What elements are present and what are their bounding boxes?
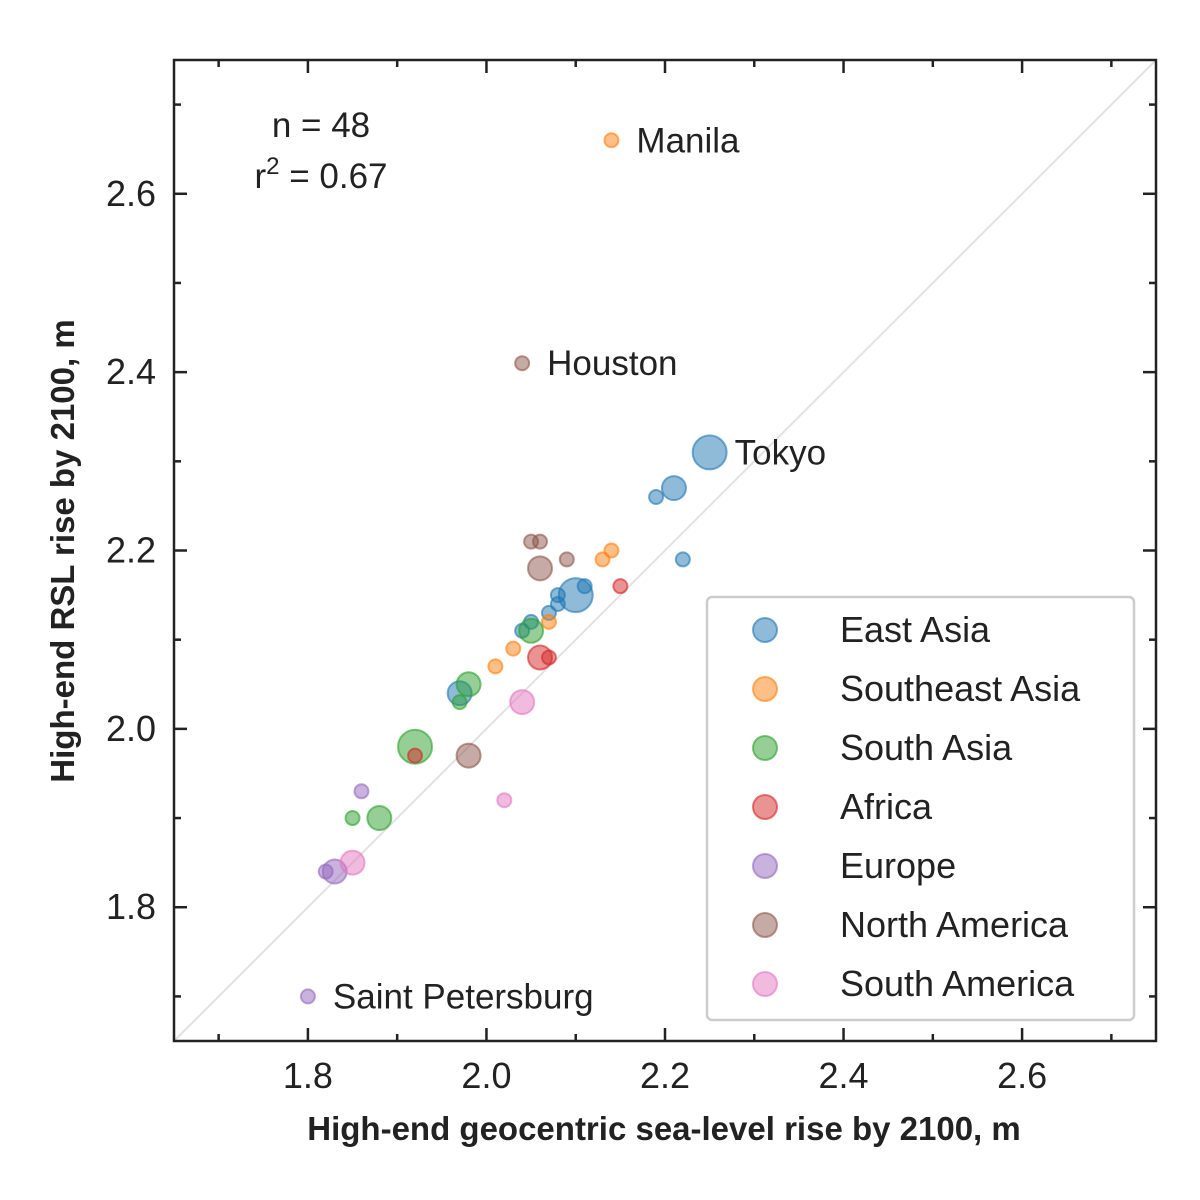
legend-marker xyxy=(752,912,778,938)
data-point xyxy=(496,792,513,809)
data-point xyxy=(674,551,691,568)
data-point xyxy=(691,434,728,471)
city-label: Houston xyxy=(547,344,677,383)
data-point xyxy=(451,694,468,711)
x-tick-label: 2.0 xyxy=(461,1055,511,1096)
legend-label: East Asia xyxy=(840,609,991,650)
legend-label: Africa xyxy=(840,786,933,827)
data-point xyxy=(366,805,393,832)
data-point xyxy=(455,742,482,769)
plot-frame xyxy=(172,58,1158,1043)
legend-label: Europe xyxy=(840,845,956,886)
legend-label: South America xyxy=(840,963,1075,1004)
data-points xyxy=(299,132,728,1005)
y-axis-title: High-end RSL rise by 2100, m xyxy=(44,319,81,782)
data-point xyxy=(505,640,522,657)
data-point xyxy=(540,613,557,630)
data-point xyxy=(660,475,687,502)
data-point xyxy=(594,551,611,568)
y-tick-label: 1.8 xyxy=(106,886,156,927)
r-squared-r: r xyxy=(254,157,266,196)
legend-label: Southeast Asia xyxy=(840,668,1081,709)
city-label: Tokyo xyxy=(735,433,826,472)
data-point xyxy=(353,783,370,800)
data-point xyxy=(339,849,366,876)
sample-size-label: n = 48 xyxy=(272,106,370,145)
data-point xyxy=(540,649,557,666)
legend-marker xyxy=(752,853,778,879)
data-point xyxy=(527,555,554,582)
x-axis-title: High-end geocentric sea-level rise by 21… xyxy=(307,1110,1020,1147)
data-point xyxy=(299,988,316,1005)
legend-marker xyxy=(752,794,778,820)
data-point xyxy=(648,488,665,505)
data-point xyxy=(407,747,424,764)
r-squared-value: = 0.67 xyxy=(280,157,388,196)
legend-label: South Asia xyxy=(840,727,1013,768)
city-label: Saint Petersburg xyxy=(333,977,594,1016)
legend-box xyxy=(705,595,1136,1022)
city-annotations: Manila Houston Tokyo Saint Petersburg xyxy=(333,121,826,1016)
x-tick-label: 1.8 xyxy=(283,1055,333,1096)
data-point xyxy=(576,578,593,595)
city-label: Manila xyxy=(636,121,740,160)
x-tick-label: 2.6 xyxy=(997,1055,1047,1096)
r-squared-superscript: 2 xyxy=(266,153,279,180)
data-point xyxy=(487,658,504,675)
y-tick-label: 2.0 xyxy=(106,708,156,749)
legend-marker xyxy=(752,735,778,761)
data-point xyxy=(558,551,575,568)
data-point xyxy=(509,689,536,716)
legend: East Asia Southeast Asia South Asia Africa E… xyxy=(705,595,1136,1022)
data-point xyxy=(455,671,482,698)
legend-marker xyxy=(752,971,778,997)
data-point xyxy=(344,810,361,827)
legend-label: North America xyxy=(840,904,1069,945)
legend-marker xyxy=(752,617,778,643)
data-point xyxy=(532,533,549,550)
x-tick-label: 2.2 xyxy=(640,1055,690,1096)
data-point xyxy=(549,587,566,604)
data-point xyxy=(514,355,531,372)
legend-marker xyxy=(752,676,778,702)
y-tick-label: 2.6 xyxy=(106,173,156,214)
x-tick-label: 2.4 xyxy=(819,1055,869,1096)
y-tick-label: 2.4 xyxy=(106,351,156,392)
data-point xyxy=(518,617,545,644)
data-point xyxy=(612,578,629,595)
data-point xyxy=(397,728,434,765)
y-tick-label: 2.2 xyxy=(106,530,156,571)
r-squared-label: r2 = 0.67 xyxy=(254,153,387,196)
data-point xyxy=(603,132,620,149)
axis-ticks: 1.8 2.0 2.2 2.4 2.6 1.8 2.0 2.2 2.4 2.6 xyxy=(106,60,1156,1096)
